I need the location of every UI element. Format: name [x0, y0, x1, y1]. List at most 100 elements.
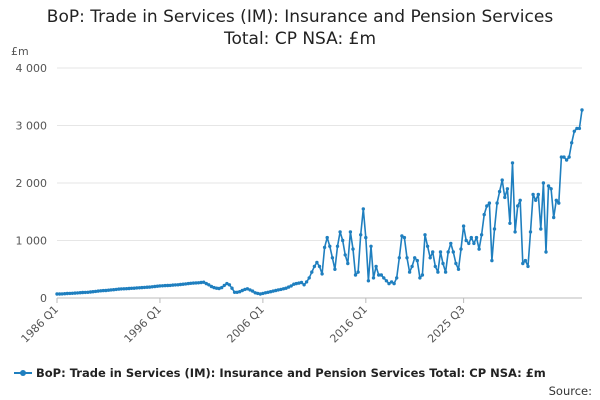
data-point	[55, 292, 59, 296]
data-point	[415, 258, 419, 263]
data-point	[250, 289, 255, 293]
source-label: Source:	[548, 384, 592, 398]
data-point	[268, 290, 273, 294]
data-point	[147, 285, 152, 289]
data-point	[124, 287, 129, 291]
data-point	[88, 290, 93, 294]
data-point	[196, 281, 201, 285]
data-point	[137, 286, 142, 290]
data-point	[209, 284, 214, 289]
data-point	[214, 286, 219, 290]
chart-title-line-2: Total: CP NSA: £m	[223, 29, 377, 49]
data-point	[322, 245, 327, 250]
data-point	[106, 288, 111, 292]
data-point	[557, 201, 561, 205]
data-point	[135, 286, 139, 290]
data-point	[351, 247, 355, 251]
data-point	[57, 292, 62, 296]
data-point	[456, 267, 461, 271]
data-point	[428, 256, 432, 260]
data-point	[65, 291, 70, 296]
data-point	[395, 276, 399, 280]
data-point	[111, 288, 116, 292]
data-point	[86, 290, 90, 294]
legend-label: BoP: Trade in Services (IM): Insurance a…	[36, 366, 546, 380]
data-point	[492, 227, 497, 231]
data-point	[312, 264, 317, 269]
data-point	[160, 284, 165, 288]
data-point	[544, 250, 548, 254]
data-point	[464, 238, 468, 243]
data-point	[510, 161, 515, 165]
legend[interactable]: BoP: Trade in Services (IM): Insurance a…	[14, 366, 546, 380]
data-point	[266, 290, 270, 294]
data-point	[407, 270, 412, 274]
data-point	[227, 283, 232, 287]
data-point	[101, 288, 106, 293]
data-point	[364, 235, 368, 240]
data-point	[117, 287, 121, 291]
data-point	[379, 273, 383, 277]
data-point	[377, 273, 381, 277]
data-point	[366, 279, 371, 283]
data-point	[202, 280, 206, 284]
data-point	[289, 284, 293, 288]
data-point	[567, 155, 571, 159]
data-point	[191, 281, 196, 285]
data-point	[333, 267, 337, 271]
data-point	[513, 230, 517, 234]
data-point	[451, 250, 455, 254]
data-point	[176, 283, 180, 287]
data-point	[559, 155, 564, 159]
data-point	[60, 292, 64, 296]
data-point	[474, 235, 479, 240]
series-line	[55, 108, 584, 296]
data-point	[487, 201, 492, 205]
data-point	[284, 286, 288, 290]
data-point	[145, 285, 149, 289]
data-point	[387, 281, 391, 286]
data-point	[317, 264, 322, 269]
data-point	[443, 270, 448, 274]
data-point	[384, 279, 389, 283]
data-point	[438, 250, 443, 254]
data-point	[142, 285, 147, 290]
data-point	[397, 256, 401, 260]
data-point	[420, 273, 425, 277]
data-point	[238, 290, 242, 294]
x-tick-label: 2006 Q1	[224, 303, 267, 346]
data-point	[178, 282, 183, 287]
data-point	[572, 129, 576, 133]
y-tick-label: 1 000	[16, 235, 48, 248]
data-point	[81, 290, 85, 295]
data-point	[431, 250, 435, 254]
data-point	[276, 288, 280, 292]
data-point	[184, 282, 188, 286]
data-point	[189, 281, 193, 285]
data-point	[369, 244, 373, 248]
y-unit-label: £m	[11, 45, 29, 58]
data-point	[294, 281, 298, 286]
y-axis-ticks: 0 1 000 2 000 3 000 4 000	[16, 62, 48, 305]
data-point	[531, 192, 535, 197]
data-point	[495, 201, 499, 205]
data-point	[526, 264, 530, 269]
y-tick-label: 4 000	[16, 62, 48, 75]
data-point	[454, 261, 458, 266]
chart-title-line-1: BoP: Trade in Services (IM): Insurance a…	[46, 7, 554, 27]
data-point	[382, 276, 386, 280]
data-point	[490, 258, 494, 263]
data-point	[310, 270, 314, 274]
data-point	[181, 282, 185, 286]
x-axis-ticks: 1986 Q1 1996 Q1 2006 Q1 2016 Q1 2025 Q3	[19, 298, 468, 345]
data-point	[220, 285, 224, 290]
data-point	[497, 189, 502, 194]
data-point	[485, 204, 489, 208]
data-point	[505, 187, 510, 191]
data-point	[166, 283, 170, 288]
data-point	[96, 289, 100, 293]
data-point	[83, 290, 88, 295]
data-point	[325, 235, 329, 240]
data-point	[91, 290, 95, 294]
data-point	[132, 286, 136, 290]
